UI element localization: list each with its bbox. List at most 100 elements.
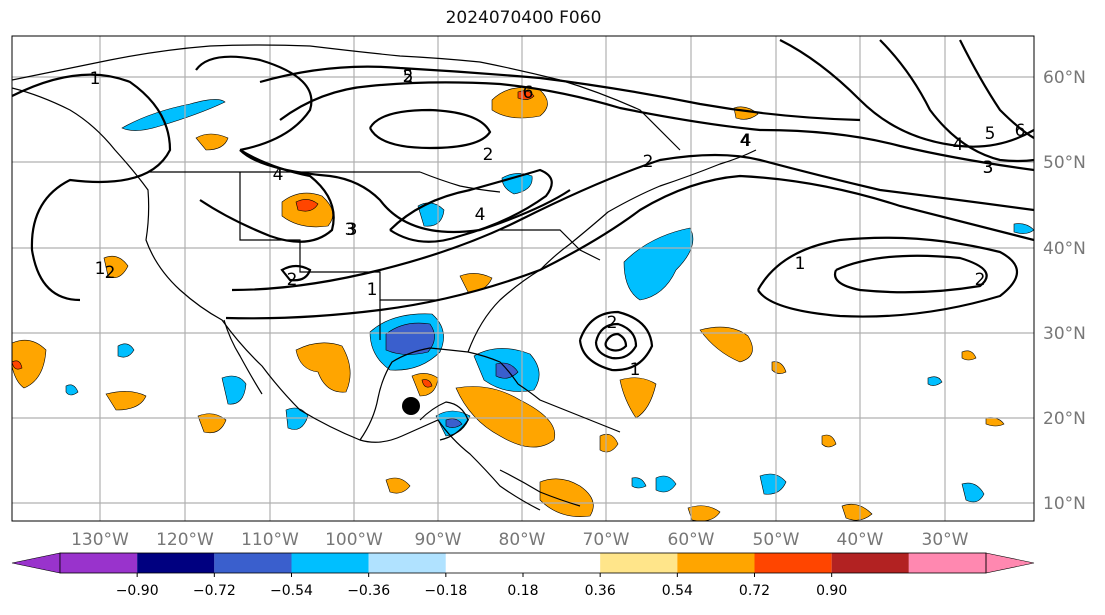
anom-blob — [117, 343, 135, 358]
anom-blob — [121, 99, 226, 131]
anom-blob — [539, 478, 594, 517]
colorbar-bin — [368, 553, 446, 573]
anom-blob — [195, 133, 229, 151]
colorbar-bin — [291, 553, 369, 573]
lon-tick-label: 130°W — [71, 530, 129, 550]
anom-blob — [841, 503, 873, 521]
colorbar-tick-label: 0.72 — [739, 583, 770, 599]
contour-label: 1 — [367, 280, 378, 300]
lon-tick-label: 60°W — [668, 530, 715, 550]
colorbar-tick-label: 0.36 — [585, 583, 616, 599]
colorbar-bin — [60, 553, 138, 573]
contour-label: 2 — [643, 152, 654, 172]
colorbar — [11, 552, 1035, 574]
contour-label: 5 — [403, 67, 414, 87]
storm-position-marker — [402, 397, 420, 415]
colorbar-tick-label: 0.18 — [507, 583, 538, 599]
lon-tick-label: 90°W — [415, 530, 462, 550]
anom-blob — [385, 322, 435, 355]
lat-tick-label: 40°N — [1043, 239, 1086, 259]
lon-tick-label: 100°W — [325, 530, 383, 550]
lat-tick-label: 50°N — [1043, 153, 1086, 173]
contour-label: 6 — [1015, 121, 1026, 141]
colorbar-tick-label: −0.54 — [270, 583, 313, 599]
contour-label: 1 — [630, 360, 641, 380]
contour-label: 5 — [985, 124, 996, 144]
lon-tick-label: 40°W — [837, 530, 884, 550]
contour-label: 3 — [347, 220, 358, 240]
anom-blob — [821, 434, 837, 448]
colorbar-bin — [445, 553, 523, 573]
anom-blob — [455, 386, 556, 448]
anom-blob — [619, 377, 657, 419]
anom-blob — [623, 227, 694, 301]
anom-blob — [445, 418, 463, 428]
contour-label: 3 — [345, 220, 356, 240]
colorbar-tick-labels: −0.90 −0.72 −0.54 −0.36 −0.18 0.18 0.36 0.54 0.7… — [116, 573, 847, 599]
contour-label: 2 — [483, 145, 494, 165]
anom-blob — [65, 384, 79, 396]
contour-label: 1 — [90, 69, 101, 89]
lon-tick-label: 70°W — [583, 530, 630, 550]
contour-label: 3 — [983, 158, 994, 178]
contour-label: 3 — [983, 158, 994, 178]
map-frame — [11, 35, 1035, 522]
anom-blob — [759, 473, 787, 495]
contour-label: 1 — [95, 259, 106, 279]
anom-blob — [631, 477, 647, 489]
colorbar-bin — [214, 553, 292, 573]
anom-blob — [495, 362, 519, 379]
colorbar-tick-label: −0.18 — [424, 583, 467, 599]
colorbar-tick-label: 0.54 — [662, 583, 693, 599]
colorbar-extend-high — [985, 552, 1035, 574]
anom-blob — [103, 255, 129, 278]
anom-blob — [221, 375, 247, 405]
colorbar-bin — [137, 553, 215, 573]
anom-blob — [285, 407, 309, 430]
anom-blob — [12, 360, 23, 370]
contour-label: 4 — [740, 131, 751, 151]
contour-lines — [12, 39, 1034, 372]
anom-blob — [961, 350, 977, 361]
colorbar-bin — [677, 553, 755, 573]
anom-blob — [295, 342, 351, 393]
lat-tick-label: 30°N — [1043, 324, 1086, 344]
contour-label: 1 — [795, 254, 806, 274]
lat-tick-label: 10°N — [1043, 494, 1086, 514]
colorbar-bin — [754, 553, 832, 573]
anom-blob — [295, 199, 319, 212]
contour-label: 4 — [953, 135, 964, 155]
colorbar-tick-label: −0.72 — [193, 583, 236, 599]
coastlines — [12, 44, 757, 511]
anom-blob — [421, 379, 433, 388]
colorbar-tick-label: −0.90 — [116, 583, 159, 599]
lon-tick-label: 50°W — [753, 530, 800, 550]
lat-tick-label: 60°N — [1043, 68, 1086, 88]
lat-tick-label: 20°N — [1043, 409, 1086, 429]
longitude-tick-labels: 130°W 120°W 110°W 100°W 90°W 80°W 70°W 60°W 50°W… — [71, 530, 969, 550]
colorbar-tick-label: −0.36 — [347, 583, 390, 599]
anom-blob — [385, 477, 411, 494]
colorbar-bin — [831, 553, 909, 573]
latitude-tick-labels: 60°N 50°N 40°N 30°N 20°N 10°N — [1043, 68, 1086, 514]
colorbar-tick-label: 0.90 — [816, 583, 847, 599]
colorbar-bin — [908, 553, 986, 573]
lon-tick-label: 80°W — [499, 530, 546, 550]
graticule — [12, 36, 1034, 521]
contour-label: 4 — [741, 131, 752, 151]
colorbar-bin — [523, 553, 601, 573]
anom-blob — [961, 482, 985, 503]
anom-blob — [927, 376, 943, 386]
anom-blob — [699, 326, 753, 363]
colorbar-extend-low — [11, 552, 61, 574]
anom-blob — [655, 475, 677, 493]
contour-label: 6 — [523, 83, 534, 103]
map-title: 2024070400 F060 — [445, 8, 602, 28]
contour-label: 2 — [287, 270, 298, 290]
lon-tick-label: 110°W — [241, 530, 299, 550]
contour-label: 4 — [273, 165, 284, 185]
anom-blob — [599, 433, 619, 453]
anom-blob — [105, 391, 147, 411]
